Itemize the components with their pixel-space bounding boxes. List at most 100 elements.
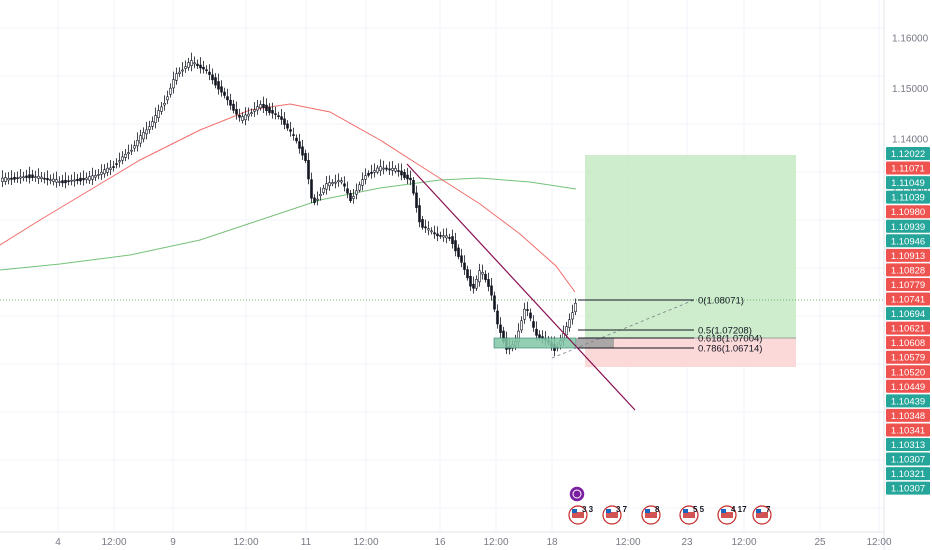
candle-body <box>61 180 64 184</box>
flag-stripe <box>572 512 584 518</box>
event-marker: 5 5 <box>679 505 705 525</box>
candle-body <box>421 219 424 228</box>
candle-body <box>85 177 88 180</box>
candle-body <box>334 181 337 184</box>
candle-body <box>166 96 169 101</box>
candle-body <box>202 66 205 70</box>
candle-body <box>376 167 379 173</box>
candle-body <box>118 160 121 163</box>
candle-body <box>469 275 472 287</box>
candle-body <box>451 236 454 244</box>
candle-body <box>100 171 103 175</box>
event-count: 4 17 <box>731 505 747 514</box>
y-tick-label: 1.15000 <box>892 84 929 95</box>
candle-body <box>13 176 16 180</box>
globe-icon-ring <box>572 489 582 499</box>
candle-body <box>178 71 181 74</box>
candle-body <box>112 166 115 168</box>
candle-body <box>220 86 223 93</box>
event-marker: 8 <box>641 505 661 525</box>
candle-body <box>46 178 49 181</box>
candle-body <box>322 187 325 193</box>
candle-body <box>145 129 148 135</box>
candle-body <box>409 177 412 181</box>
price-tag-label: 1.10579 <box>891 353 925 364</box>
candle-body <box>571 312 574 320</box>
candle-body <box>208 71 211 75</box>
candle-body <box>67 180 70 182</box>
candle-body <box>40 176 43 179</box>
flag-canton <box>756 509 761 513</box>
event-count: 3 7 <box>616 505 628 514</box>
candle-body <box>496 310 499 325</box>
event-count: 7 <box>766 505 771 514</box>
price-tag <box>886 277 930 291</box>
candle-body <box>91 175 94 180</box>
candle-body <box>475 279 478 289</box>
entry-zone-box <box>493 337 577 349</box>
event-count: 8 <box>655 505 660 514</box>
candle-body <box>361 179 364 186</box>
candle-body <box>175 73 178 81</box>
candle-body <box>484 274 487 280</box>
flag-stripe <box>756 512 768 518</box>
candle-body <box>214 77 217 86</box>
drawings: 0(1.08071) 0.5(1.07208)0.618(1.07004)0.78… <box>0 163 884 411</box>
candle-body <box>292 134 295 136</box>
candle-body <box>10 177 13 180</box>
price-tag <box>886 205 930 219</box>
flag-canton <box>721 509 726 513</box>
stop-zone <box>585 338 796 367</box>
flag-stripe <box>606 512 618 518</box>
candle-body <box>187 62 190 68</box>
candle-body <box>574 302 577 313</box>
candle-body <box>400 170 403 176</box>
fib-level-label: 0.786(1.06714) <box>698 344 762 355</box>
flag-stripe <box>683 512 695 518</box>
candle-body <box>382 167 385 170</box>
price-tag <box>886 190 930 204</box>
event-marker <box>568 485 586 503</box>
candle-body <box>190 60 193 66</box>
x-tick-label: 12:00 <box>866 537 891 548</box>
candle-body <box>97 174 100 176</box>
candle-body <box>253 109 256 112</box>
flag-canton <box>606 509 611 513</box>
candle-body <box>265 104 268 112</box>
candle-body <box>412 180 415 194</box>
price-tag <box>886 408 930 422</box>
candle-body <box>4 177 7 182</box>
price-tag-label: 1.10779 <box>891 280 925 291</box>
candle-body <box>34 176 37 178</box>
price-tag-label: 1.10946 <box>891 236 925 247</box>
candle-body <box>103 169 106 175</box>
price-tag-label: 1.10348 <box>891 411 925 422</box>
candle-body <box>532 321 535 328</box>
candle-body <box>319 193 322 197</box>
candle-body <box>211 74 214 81</box>
flag-stripe <box>721 512 733 518</box>
ma-slow-line <box>0 177 577 271</box>
candle-body <box>124 153 127 158</box>
price-tag <box>886 467 930 481</box>
price-tag <box>886 438 930 451</box>
candle-body <box>373 170 376 173</box>
candle-body <box>274 113 277 115</box>
price-tag-label: 1.12022 <box>891 149 925 160</box>
event-count: 5 5 <box>693 505 705 514</box>
candle-body <box>466 269 469 279</box>
candle-body <box>259 104 262 109</box>
price-tag <box>886 292 930 306</box>
price-tag-label: 1.10341 <box>891 425 925 436</box>
candle-body <box>232 103 235 111</box>
price-tag-label: 1.11049 <box>891 178 925 189</box>
candle-body <box>523 308 526 320</box>
candle-body <box>370 171 373 174</box>
candle-body <box>199 64 202 69</box>
price-tag <box>886 452 930 466</box>
price-tag <box>886 219 930 233</box>
candle-body <box>499 324 502 333</box>
candle-body <box>31 174 34 178</box>
candle-body <box>457 247 460 257</box>
